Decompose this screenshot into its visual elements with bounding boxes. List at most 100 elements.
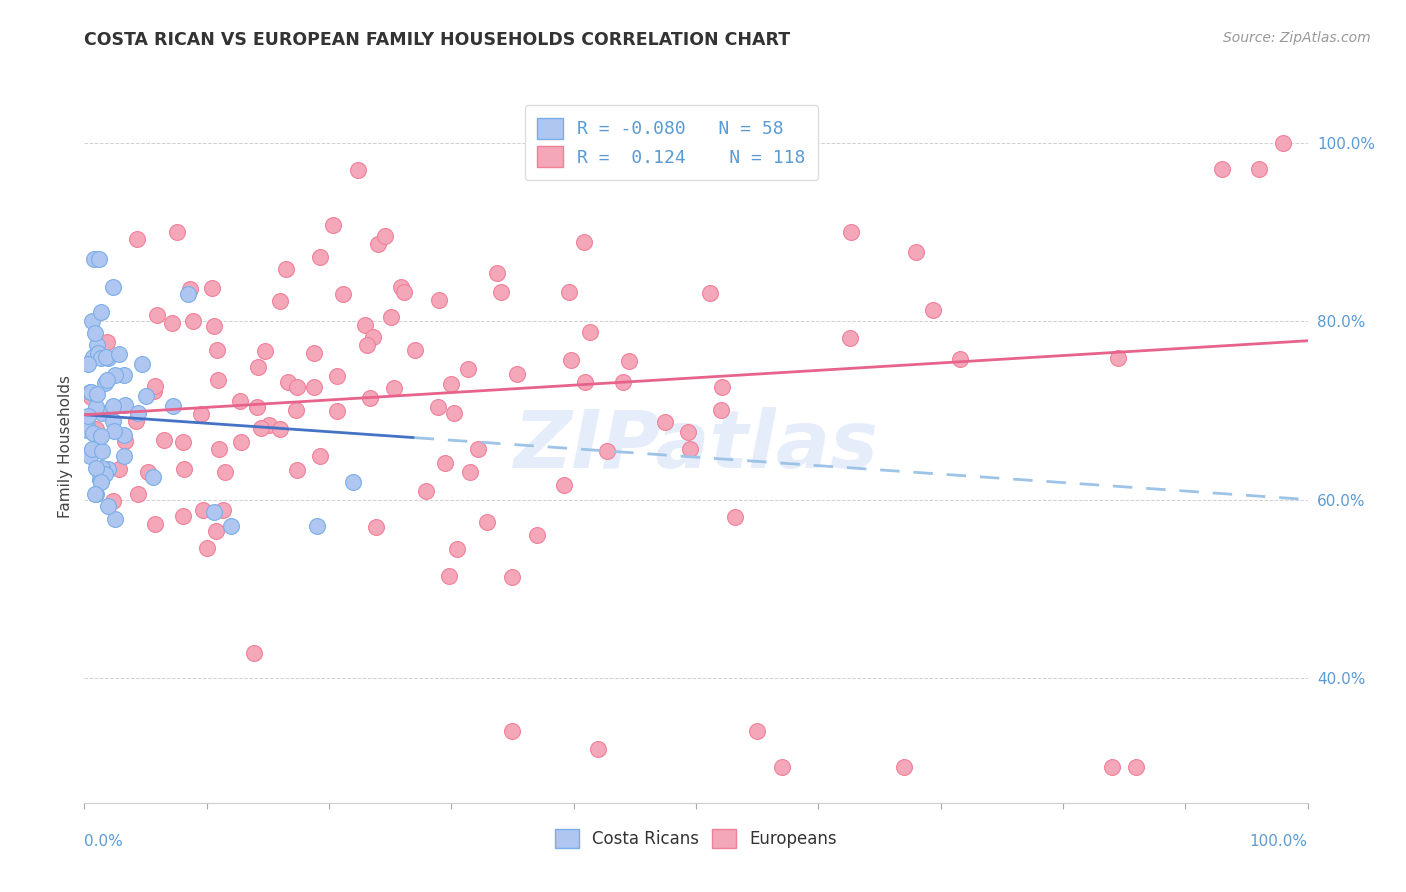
Point [392, 285, 415, 300]
Point [501, 569, 523, 583]
Point [839, 225, 862, 239]
Point [363, 330, 385, 344]
Point [90, 443, 112, 458]
Point [204, 524, 226, 539]
Text: ZIPatlas: ZIPatlas [513, 407, 879, 485]
Point [269, 422, 291, 436]
Point [342, 475, 364, 489]
Point [309, 250, 332, 264]
Point [195, 541, 218, 555]
Point [96, 373, 118, 387]
Point [676, 425, 699, 439]
Point [103, 414, 125, 428]
Point [179, 282, 201, 296]
Point [87, 252, 110, 266]
Point [1107, 351, 1129, 366]
Point [79, 385, 101, 400]
Point [214, 465, 236, 479]
Point [1247, 162, 1270, 177]
Point [103, 424, 125, 438]
Point [710, 380, 733, 394]
Text: Source: ZipAtlas.com: Source: ZipAtlas.com [1223, 31, 1371, 45]
Point [127, 486, 149, 500]
Point [654, 415, 676, 429]
Point [246, 400, 269, 414]
Point [135, 389, 157, 403]
Point [921, 302, 943, 317]
Point [437, 569, 460, 583]
Point [91, 405, 114, 419]
Point [142, 384, 165, 399]
Point [596, 444, 619, 458]
Point [506, 368, 529, 382]
Point [285, 403, 308, 417]
Point [84, 326, 107, 341]
Point [153, 433, 176, 447]
Text: 100.0%: 100.0% [1250, 834, 1308, 849]
Point [246, 360, 269, 375]
Point [93, 376, 115, 391]
Point [699, 285, 721, 300]
Point [160, 316, 183, 330]
Point [96, 334, 118, 349]
Point [612, 375, 634, 389]
Point [489, 285, 512, 300]
Point [90, 305, 112, 319]
Point [82, 442, 104, 456]
Point [84, 461, 107, 475]
Point [108, 347, 131, 361]
Point [84, 486, 107, 500]
Point [87, 346, 110, 360]
Point [90, 475, 112, 489]
Point [446, 542, 468, 557]
Point [426, 400, 449, 414]
Point [86, 387, 108, 401]
Y-axis label: Family Households: Family Households [58, 375, 73, 517]
Point [219, 519, 242, 533]
Point [332, 287, 354, 301]
Point [97, 461, 120, 475]
Point [80, 314, 103, 328]
Point [380, 310, 402, 324]
Point [579, 326, 602, 340]
Point [142, 470, 165, 484]
Point [90, 429, 112, 443]
Point [839, 331, 862, 345]
Point [202, 505, 225, 519]
Point [166, 225, 188, 239]
Point [305, 519, 328, 533]
Point [415, 483, 437, 498]
Point [112, 449, 135, 463]
Point [79, 449, 101, 463]
Point [79, 384, 101, 399]
Point [146, 308, 169, 322]
Point [103, 280, 125, 294]
Point [501, 724, 523, 739]
Point [326, 403, 349, 417]
Point [83, 252, 105, 266]
Point [1101, 760, 1123, 774]
Point [191, 503, 214, 517]
Point [172, 508, 194, 523]
Point [710, 403, 733, 417]
Point [89, 467, 111, 481]
Point [322, 218, 344, 232]
Point [382, 381, 405, 395]
Point [243, 646, 266, 660]
Point [574, 375, 596, 389]
Point [1211, 162, 1233, 177]
Point [427, 293, 450, 308]
Point [104, 512, 127, 526]
Point [77, 409, 100, 423]
Point [586, 742, 609, 756]
Point [440, 377, 463, 392]
Point [904, 245, 927, 260]
Point [103, 494, 125, 508]
Point [181, 314, 204, 328]
Point [475, 515, 498, 529]
Point [346, 162, 368, 177]
Point [114, 398, 136, 412]
Point [443, 406, 465, 420]
Point [277, 376, 299, 390]
Point [143, 517, 166, 532]
